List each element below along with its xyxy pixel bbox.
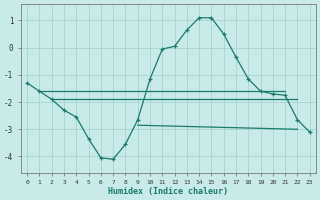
X-axis label: Humidex (Indice chaleur): Humidex (Indice chaleur) [108,187,228,196]
